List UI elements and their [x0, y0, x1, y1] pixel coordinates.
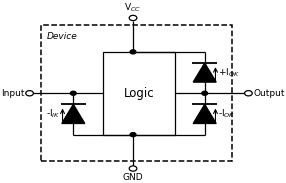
Text: -I$_{IK}$: -I$_{IK}$ [46, 108, 60, 120]
Text: -I$_{OK}$: -I$_{OK}$ [218, 108, 235, 120]
Polygon shape [193, 63, 216, 82]
Circle shape [129, 166, 137, 171]
FancyBboxPatch shape [103, 52, 175, 135]
Text: V$_{CC}$: V$_{CC}$ [124, 1, 142, 14]
Text: Device: Device [47, 32, 78, 41]
Circle shape [70, 91, 76, 95]
Text: Output: Output [253, 89, 285, 98]
Text: Input: Input [1, 89, 25, 98]
Text: Logic: Logic [124, 87, 154, 100]
Circle shape [245, 91, 252, 96]
Circle shape [130, 50, 136, 54]
Text: +I$_{OK}$: +I$_{OK}$ [218, 66, 240, 79]
Circle shape [202, 91, 208, 95]
Circle shape [129, 15, 137, 21]
Text: GND: GND [123, 173, 143, 182]
Polygon shape [62, 104, 85, 124]
Polygon shape [193, 104, 216, 124]
Circle shape [26, 91, 33, 96]
Circle shape [130, 133, 136, 137]
